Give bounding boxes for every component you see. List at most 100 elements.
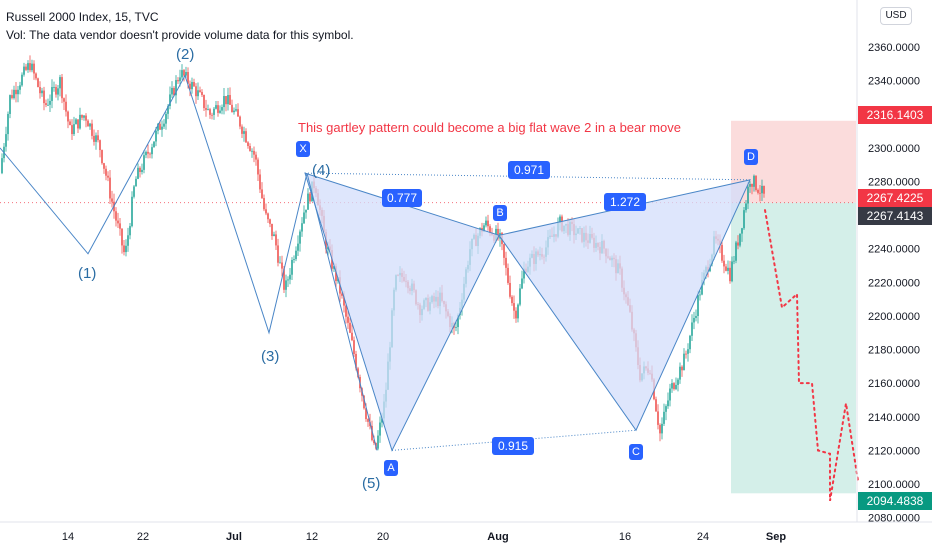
candle-body [367, 419, 369, 422]
candle-body [341, 293, 343, 296]
candle-body [727, 267, 729, 271]
candle-body [355, 353, 357, 369]
candle-body [363, 395, 365, 409]
candle-body [79, 114, 81, 129]
candle-body [247, 142, 249, 147]
candle-body [211, 114, 213, 116]
candle-body [243, 131, 245, 134]
candle-body [483, 225, 485, 232]
candle-body [131, 196, 133, 227]
candle-body [655, 399, 657, 412]
candle-body [15, 89, 17, 95]
price-tick-label: 2200.0000 [868, 311, 920, 323]
wave-label-5[interactable]: (5) [362, 475, 381, 492]
candle-body [667, 400, 669, 407]
ratio-bd-label[interactable]: 1.272 [604, 193, 646, 211]
candle-body [691, 322, 693, 336]
gartley-pattern[interactable] [304, 172, 751, 452]
price-tick-label: 2280.0000 [868, 177, 920, 189]
candle-body [147, 151, 149, 154]
candle-body [65, 101, 67, 112]
candle-body [57, 88, 59, 95]
candle-body [515, 310, 517, 319]
candle-body [693, 317, 695, 323]
candle-body [699, 294, 701, 296]
candle-body [379, 422, 381, 436]
candle-body [45, 103, 47, 105]
candle-body [189, 83, 191, 90]
candle-body [729, 267, 731, 282]
candle-body [191, 82, 193, 90]
candle-body [513, 303, 515, 311]
candle-body [675, 384, 677, 390]
candle-body [135, 178, 137, 187]
price-tick-label: 2300.0000 [868, 143, 920, 155]
candle-body [759, 192, 761, 194]
ratio-ac-label[interactable]: 0.915 [492, 437, 534, 455]
last-price-badge: 2267.4143 [858, 207, 932, 225]
candle-body [665, 406, 667, 412]
wave-label-2[interactable]: (2) [176, 46, 195, 63]
candle-body [687, 349, 689, 354]
candle-body [181, 70, 183, 78]
candle-body [303, 212, 305, 224]
candle-body [745, 203, 747, 211]
candle-body [253, 150, 255, 155]
candle-body [143, 155, 145, 170]
currency-button[interactable]: USD [880, 7, 912, 25]
candle-body [739, 233, 741, 246]
time-axis[interactable]: 14 22 Jul 12 20 Aug 16 24 Sep [62, 531, 786, 543]
wave-label-3[interactable]: (3) [261, 348, 280, 365]
candle-body [723, 260, 725, 267]
candle-body [161, 126, 163, 130]
stop-price-badge: 2316.1403 [858, 106, 932, 124]
time-tick-label: 20 [377, 531, 389, 543]
candle-body [219, 110, 221, 113]
time-tick-label: 14 [62, 531, 74, 543]
candle-body [245, 131, 247, 143]
point-d-label[interactable]: D [744, 149, 758, 165]
candle-body [225, 96, 227, 105]
projection-path[interactable] [764, 209, 859, 501]
point-c-label[interactable]: C [629, 444, 643, 460]
volume-note: Vol: The data vendor doesn't provide vol… [6, 28, 354, 42]
candle-body [63, 98, 65, 102]
candle-body [29, 63, 31, 71]
candle-body [673, 383, 675, 390]
candle-body [301, 223, 303, 232]
point-x-label[interactable]: X [296, 141, 310, 157]
ratio-xd-label[interactable]: 0.971 [508, 161, 550, 179]
candle-body [523, 268, 525, 279]
candle-body [35, 73, 37, 79]
candle-body [269, 219, 271, 224]
ratio-xb-label[interactable]: 0.777 [382, 189, 422, 207]
candle-body [507, 267, 509, 283]
candle-body [299, 231, 301, 244]
point-a-label[interactable]: A [384, 460, 398, 476]
candle-body [281, 262, 283, 269]
candle-body [127, 235, 129, 246]
candle-body [349, 322, 351, 333]
candle-body [487, 220, 489, 227]
candle-body [271, 223, 273, 237]
candle-body [521, 278, 523, 289]
wave-label-4[interactable]: (4) [312, 162, 331, 179]
candle-body [61, 77, 63, 99]
elliott-wave-lines[interactable] [0, 74, 378, 451]
candle-body [167, 106, 169, 114]
pattern-annotation[interactable]: This gartley pattern could become a big … [298, 120, 681, 135]
candle-body [559, 216, 561, 223]
price-tick-label: 2220.0000 [868, 277, 920, 289]
candle-body [669, 388, 671, 401]
candle-body [753, 175, 755, 187]
candle-body [255, 154, 257, 160]
candle-body [25, 66, 27, 70]
price-tick-label: 2240.0000 [868, 244, 920, 256]
candle-body [93, 135, 95, 142]
candle-body [373, 440, 375, 444]
wave-label-1[interactable]: (1) [78, 265, 97, 282]
candle-body [99, 140, 101, 151]
candle-body [41, 90, 43, 94]
point-b-label[interactable]: B [493, 205, 507, 221]
